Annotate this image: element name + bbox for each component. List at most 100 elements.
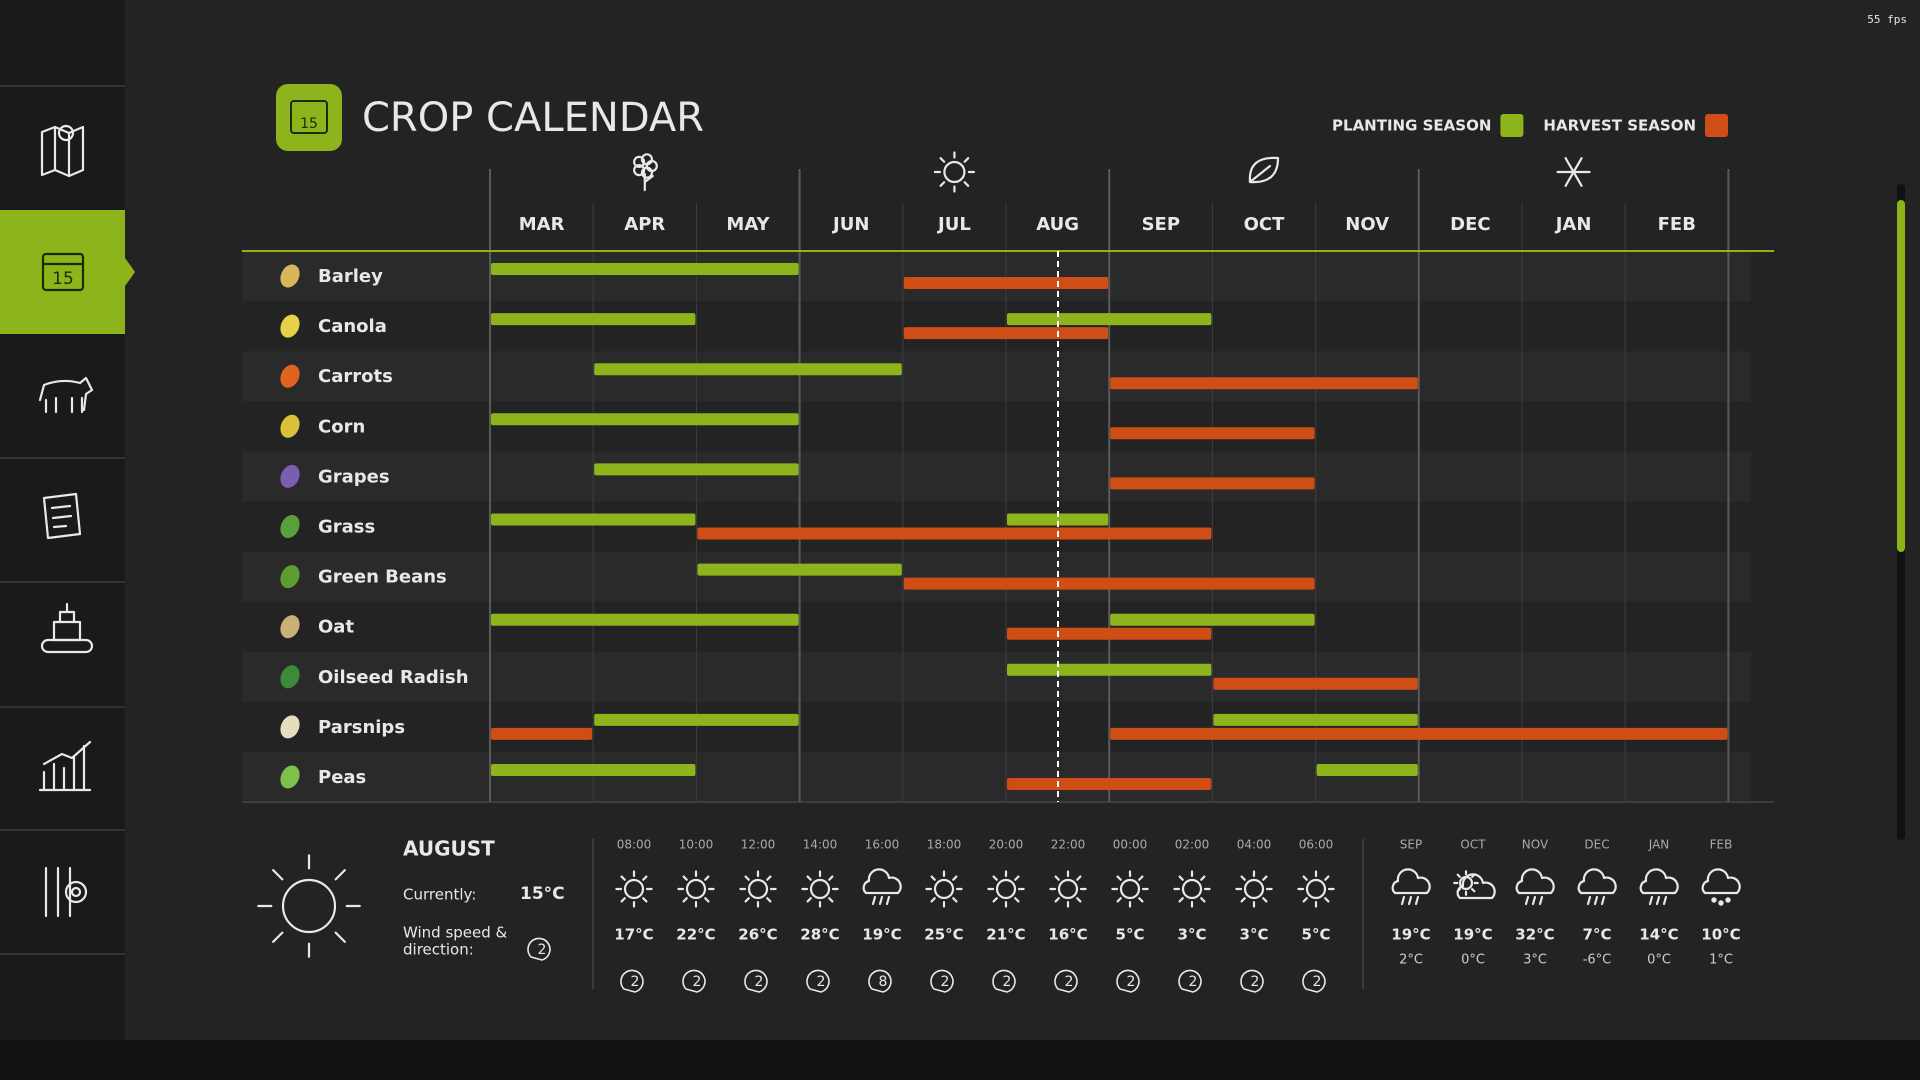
wind-icon: 2 xyxy=(620,969,644,993)
sun-ray xyxy=(1178,897,1184,903)
wind-circle xyxy=(1302,969,1326,993)
legend-label: PLANTING SEASON xyxy=(1332,117,1491,135)
sun-ray xyxy=(930,897,936,903)
sun-disc xyxy=(685,878,707,900)
calendar-icon-label: 15 xyxy=(52,269,74,289)
hour-temp: 5°C xyxy=(1302,926,1331,944)
sun-ray xyxy=(334,869,346,881)
cloud xyxy=(1391,868,1431,895)
wind-label: Wind speed & xyxy=(403,924,508,942)
contracts-icon[interactable] xyxy=(42,492,82,540)
wind-speed: 2 xyxy=(538,942,547,958)
sidebar: 15 xyxy=(0,0,135,1040)
sun-ray xyxy=(620,875,626,881)
crop-icon xyxy=(280,715,300,739)
crop-name: Grapes xyxy=(318,466,390,487)
hour-temp: 3°C xyxy=(1178,926,1207,944)
hour-temp: 17°C xyxy=(614,926,653,944)
month-label: APR xyxy=(624,214,665,235)
raindrop xyxy=(1600,895,1606,906)
hour-temp: 3°C xyxy=(1240,926,1269,944)
hour-temp: 22°C xyxy=(676,926,715,944)
harvest-bar xyxy=(1110,727,1728,740)
sun-ray xyxy=(766,897,772,903)
wind-icon: 2 xyxy=(930,969,954,993)
hour-icon xyxy=(1049,870,1087,908)
hour-label: 06:00 xyxy=(1299,838,1334,852)
sun-ray xyxy=(1076,875,1082,881)
hour-label: 16:00 xyxy=(865,838,900,852)
cloud xyxy=(1639,868,1679,895)
calendar-nav-icon[interactable]: 15 xyxy=(41,252,85,292)
month-label: NOV xyxy=(1345,214,1389,235)
hour-temp: 16°C xyxy=(1048,926,1087,944)
stem xyxy=(643,172,654,192)
sidebar-active[interactable] xyxy=(0,210,125,334)
cloud xyxy=(862,868,902,895)
footer-bar xyxy=(0,1040,1920,1080)
hour-label: 08:00 xyxy=(617,838,652,852)
season-icon-winter xyxy=(1556,157,1591,187)
raindrop xyxy=(1414,895,1420,906)
forecast-low: -6°C xyxy=(1583,953,1612,968)
crop-icon xyxy=(280,264,300,288)
planting-bar xyxy=(1213,713,1418,726)
petal xyxy=(640,166,654,179)
wind-icon: 2 xyxy=(527,937,551,961)
raindrop xyxy=(1538,895,1544,906)
hour-icon xyxy=(739,870,777,908)
sun-disc xyxy=(1243,878,1265,900)
forecast-icon xyxy=(1453,870,1496,900)
scroll-thumb[interactable] xyxy=(1897,200,1905,552)
hour-temp: 25°C xyxy=(924,926,963,944)
sun-disc xyxy=(1305,878,1327,900)
planting-bar xyxy=(491,764,696,776)
hour-label: 18:00 xyxy=(927,838,962,852)
sun-ray xyxy=(1138,897,1144,903)
row-stripe xyxy=(242,701,1751,752)
month-label: MAY xyxy=(726,214,770,235)
hour-temp: 28°C xyxy=(800,926,839,944)
wind-icon: 2 xyxy=(992,969,1016,993)
sun-ray xyxy=(939,181,946,187)
forecast-high: 7°C xyxy=(1583,926,1612,944)
hour-icon xyxy=(801,870,839,908)
month-label: FEB xyxy=(1658,214,1696,235)
planting-bar xyxy=(1110,613,1315,626)
sun-ray xyxy=(642,897,648,903)
month-label: JAN xyxy=(1554,214,1592,235)
month-label: SEP xyxy=(1142,214,1180,235)
current-temp: 15°C xyxy=(520,884,565,904)
wind-circle xyxy=(1116,969,1140,993)
sun-ray xyxy=(1456,873,1461,878)
sun-ray xyxy=(272,869,284,881)
map-icon[interactable] xyxy=(40,124,85,178)
harvest-bar xyxy=(1110,427,1315,440)
sun-disc xyxy=(281,878,337,934)
hour-icon xyxy=(862,868,902,906)
statistics-icon[interactable] xyxy=(38,740,92,792)
crop-name: Peas xyxy=(318,767,366,788)
crop-name: Corn xyxy=(318,416,365,437)
forecast-low: 2°C xyxy=(1399,953,1423,968)
sun-ray xyxy=(963,157,970,163)
harvest-bar xyxy=(491,727,593,740)
fps-counter: 55 fps xyxy=(1867,13,1907,26)
planting-bar xyxy=(1007,313,1212,326)
animals-icon[interactable] xyxy=(38,376,94,414)
sun-ray xyxy=(744,875,750,881)
forecast-high: 32°C xyxy=(1515,926,1554,944)
crop-name: Canola xyxy=(318,316,387,337)
forecast-month: NOV xyxy=(1522,838,1549,852)
crop-icon xyxy=(280,615,300,639)
settings-icon[interactable] xyxy=(44,866,88,918)
production-icon[interactable] xyxy=(40,602,94,654)
forecast-month: FEB xyxy=(1710,838,1733,852)
wind-circle xyxy=(992,969,1016,993)
planting-bar xyxy=(594,363,902,376)
raindrop xyxy=(1586,895,1592,906)
crop-icon xyxy=(280,665,300,689)
wind-circle xyxy=(868,969,892,993)
wind-circle xyxy=(744,969,768,993)
